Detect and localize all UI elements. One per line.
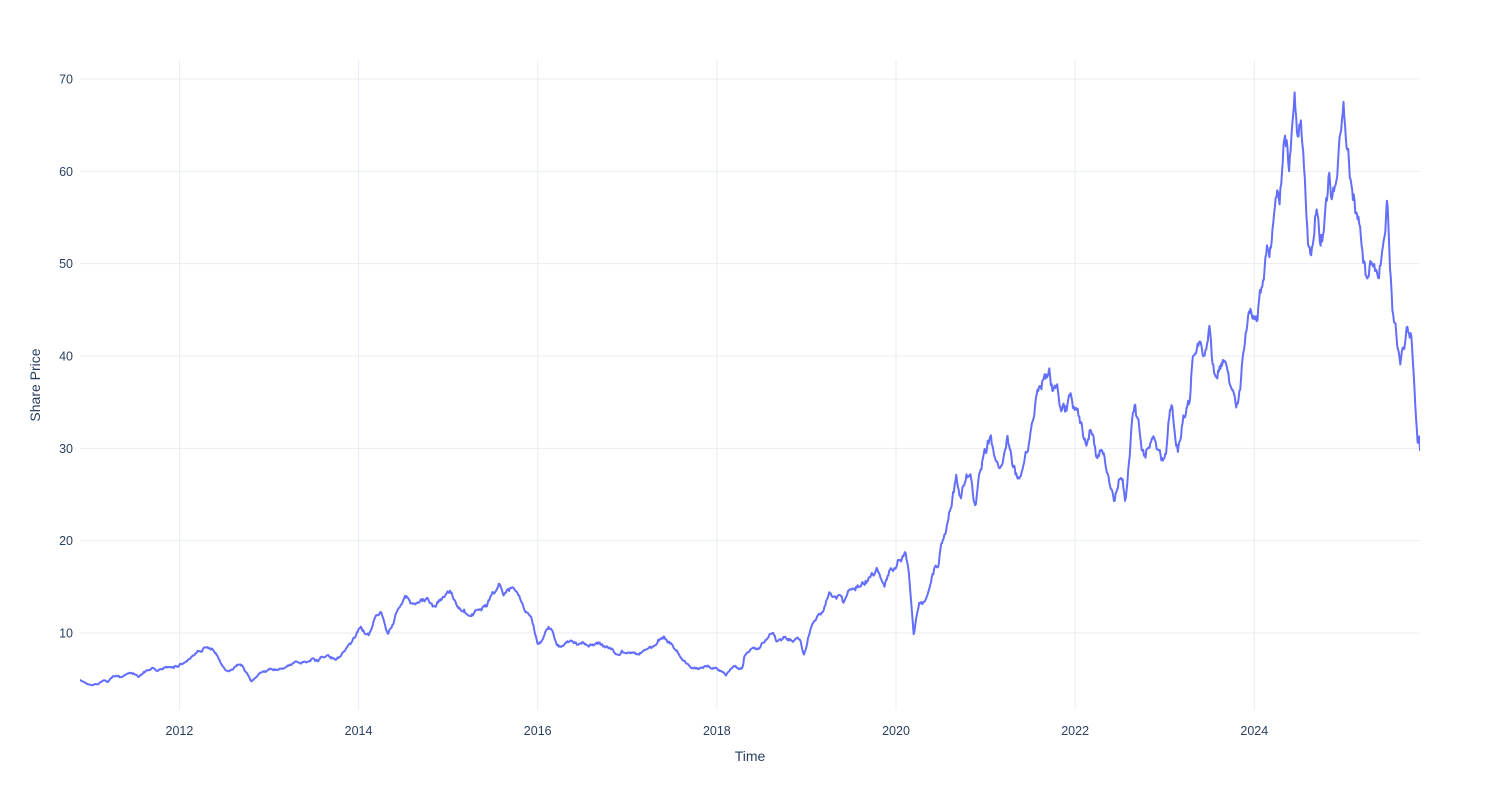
- y-axis-title-text: Share Price: [27, 348, 43, 422]
- x-axis-title: Time: [0, 749, 1500, 763]
- x-tick-label: 2014: [345, 724, 373, 738]
- y-tick-label: 20: [59, 534, 73, 548]
- y-tick-label: 40: [59, 350, 73, 364]
- y-tick-label: 50: [59, 257, 73, 271]
- x-tick-label: 2016: [524, 724, 552, 738]
- x-axis-title-text: Time: [734, 748, 766, 764]
- x-tick-label: 2022: [1061, 724, 1089, 738]
- x-tick-label: 2012: [166, 724, 194, 738]
- x-tick-label: 2024: [1240, 724, 1268, 738]
- y-tick-label: 10: [59, 626, 73, 640]
- x-tick-label: 2018: [703, 724, 731, 738]
- y-axis-title: Share Price: [27, 60, 43, 710]
- y-tick-label: 30: [59, 442, 73, 456]
- price-line: [80, 91, 1420, 687]
- y-tick-label: 60: [59, 165, 73, 179]
- x-tick-label: 2020: [882, 724, 910, 738]
- y-tick-label: 70: [59, 73, 73, 87]
